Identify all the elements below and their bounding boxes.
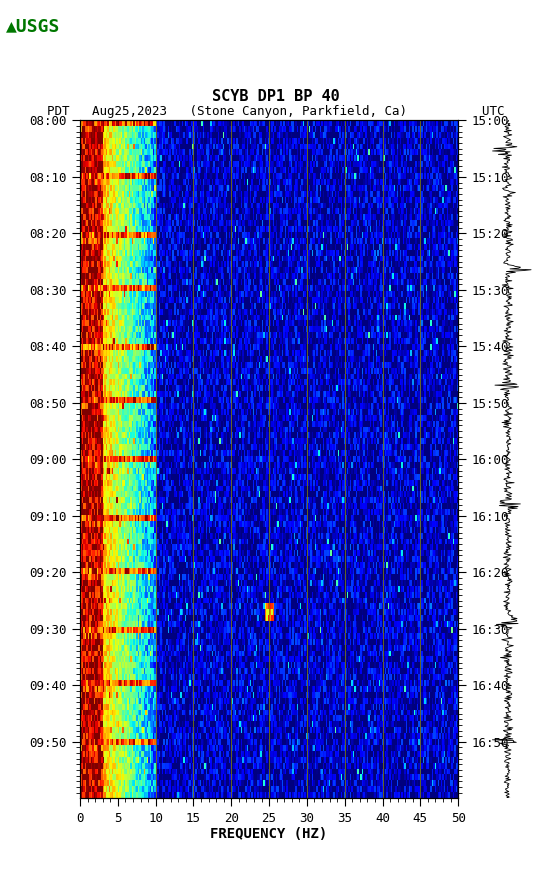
Text: PDT   Aug25,2023   (Stone Canyon, Parkfield, Ca)          UTC: PDT Aug25,2023 (Stone Canyon, Parkfield,… — [47, 105, 505, 118]
X-axis label: FREQUENCY (HZ): FREQUENCY (HZ) — [210, 827, 328, 841]
Text: SCYB DP1 BP 40: SCYB DP1 BP 40 — [212, 89, 340, 103]
Text: ▲USGS: ▲USGS — [6, 18, 60, 36]
